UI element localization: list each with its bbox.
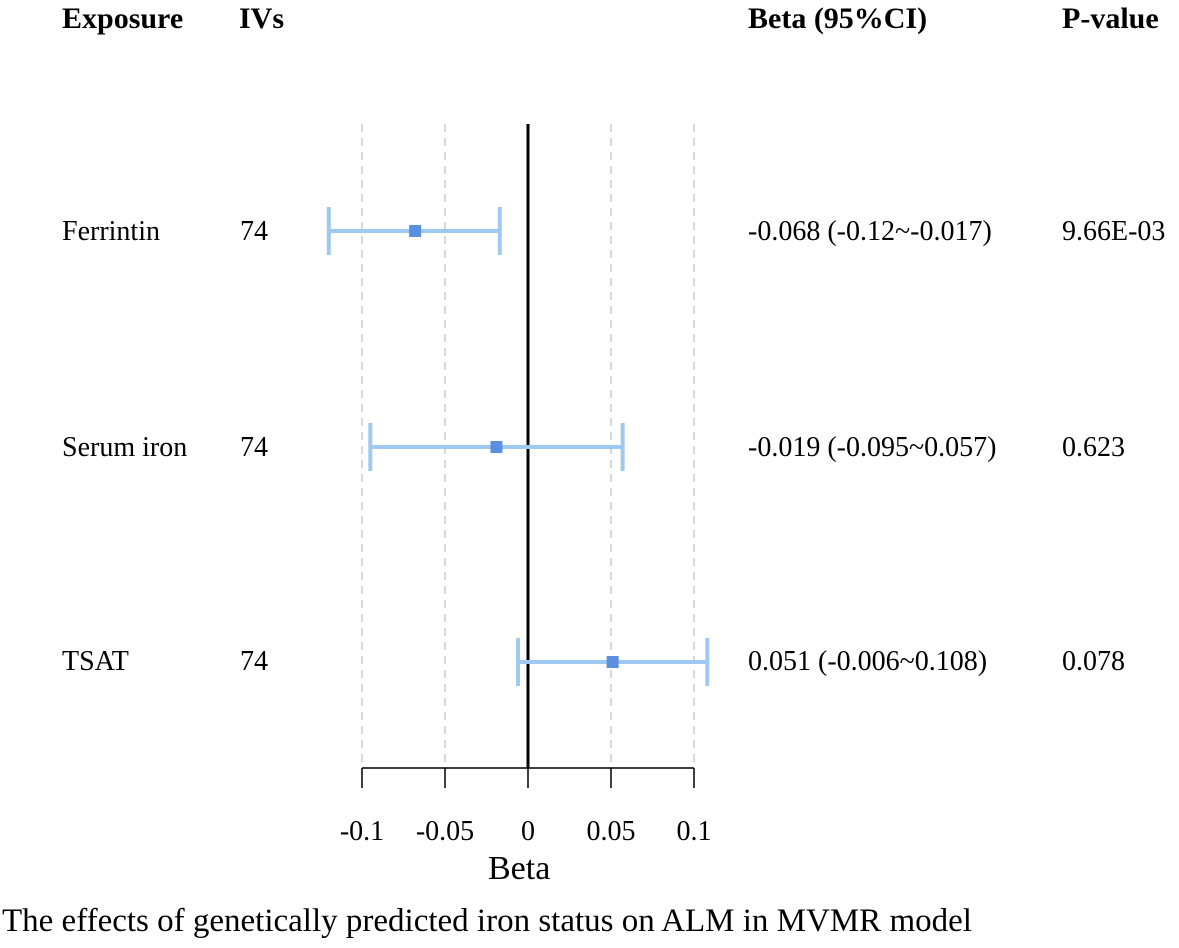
row-p-ferrintin: 9.66E-03 [1062,216,1166,247]
figure-caption: The effects of genetically predicted iro… [2,903,972,939]
row-exposure-ferrintin: Ferrintin [62,216,160,247]
header-beta-ci: Beta (95%CI) [748,2,928,35]
x-tick-label-1: -0.05 [416,816,474,847]
x-tick-label-3: 0.05 [587,816,636,847]
row-p-serum-iron: 0.623 [1062,432,1125,463]
row-beta-ci-tsat: 0.051 (-0.006~0.108) [748,646,988,677]
row-beta-ci-ferrintin: -0.068 (-0.12~-0.017) [748,216,992,247]
point-estimate-1 [490,441,503,453]
point-estimate-2 [606,656,619,668]
x-tick-label-2: 0 [521,816,535,847]
x-axis-title: Beta [488,850,551,887]
row-ivs-ferrintin: 74 [240,216,268,247]
point-estimate-0 [409,225,422,237]
header-exposure: Exposure [62,2,184,35]
row-exposure-serum-iron: Serum iron [62,432,188,463]
row-ivs-tsat: 74 [240,646,268,677]
row-beta-ci-serum-iron: -0.019 (-0.095~0.057) [748,432,997,463]
x-tick-label-4: 0.1 [677,816,712,847]
header-ivs: IVs [239,2,285,35]
x-tick-label-0: -0.1 [340,816,384,847]
row-p-tsat: 0.078 [1062,646,1125,677]
row-exposure-tsat: TSAT [62,646,129,677]
row-ivs-serum-iron: 74 [240,432,268,463]
header-p-value: P-value [1062,2,1159,35]
